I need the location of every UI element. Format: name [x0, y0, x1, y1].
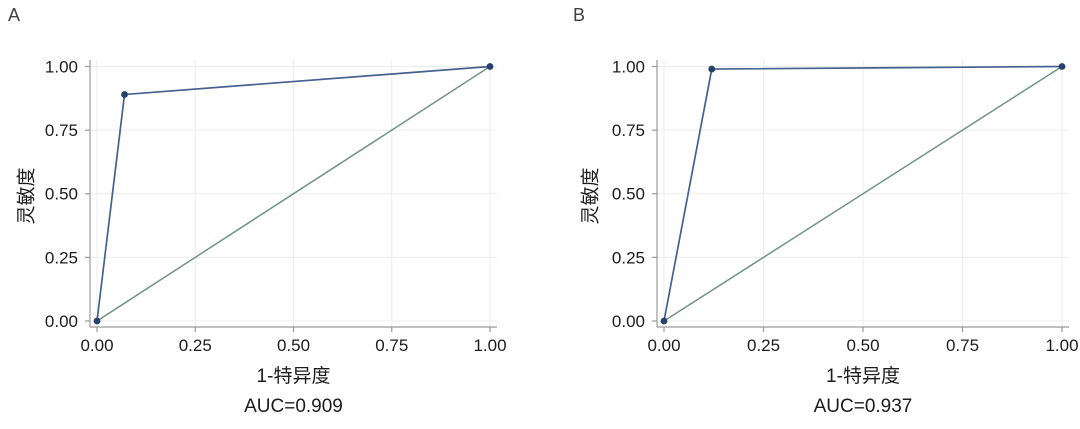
- roc-data-point: [1058, 63, 1066, 70]
- y-tick-label: 0.75: [45, 121, 78, 140]
- x-tick-label: 0.00: [80, 336, 113, 355]
- x-tick-label: 0.00: [647, 336, 680, 355]
- y-tick-label: 1.00: [45, 57, 78, 76]
- auc-annotation-b: AUC=0.937: [813, 396, 913, 417]
- reference-diagonal-line: [663, 65, 1063, 322]
- roc-panel-a: A 灵敏度 0.00 0.25 0.50 0.75 1.00 0.00 0.25 0.50 0.…: [8, 5, 507, 417]
- x-tick-label: 0.50: [846, 336, 879, 355]
- x-tick-label: 0.75: [946, 336, 979, 355]
- y-tick-label: 0.50: [612, 185, 645, 204]
- roc-panel-b: B 灵敏度 0.00 0.25 0.50 0.75 1.00 0.00 0.25 0.50 0.…: [540, 0, 1080, 429]
- roc-data-point: [708, 65, 716, 73]
- reference-diagonal-line: [96, 65, 491, 322]
- roc-data-point: [660, 317, 668, 325]
- roc-chart-a: 0.00 0.25 0.50 0.75 1.00 0.00 0.25 0.50 0.75 1.00: [45, 57, 507, 355]
- roc-data-point: [93, 317, 101, 325]
- y-tick-label: 0.00: [45, 312, 78, 331]
- x-tick-label: 0.25: [179, 336, 212, 355]
- x-tick-label: 0.50: [277, 336, 310, 355]
- panel-b-label: B: [573, 5, 586, 25]
- x-axis-label-b: 1-特异度: [826, 366, 900, 387]
- y-tick-label: 0.75: [612, 121, 645, 140]
- y-tick-label: 0.00: [612, 312, 645, 331]
- roc-chart-b: 0.00 0.25 0.50 0.75 1.00 0.00 0.25 0.50 0.75 1.00: [612, 57, 1079, 355]
- y-tick-label: 1.00: [612, 57, 645, 76]
- y-tick-label: 0.25: [45, 248, 78, 267]
- x-axis-label-a: 1-特异度: [256, 366, 331, 387]
- auc-annotation-a: AUC=0.909: [244, 396, 343, 417]
- x-tick-label: 0.75: [375, 336, 408, 355]
- y-tick-label: 0.25: [612, 248, 645, 267]
- x-tick-label: 1.00: [1045, 336, 1078, 355]
- x-tick-label: 1.00: [473, 336, 506, 355]
- x-tick-label: 0.25: [747, 336, 780, 355]
- roc-data-point: [486, 63, 494, 70]
- roc-data-point: [121, 91, 128, 98]
- y-tick-label: 0.50: [45, 185, 78, 204]
- panel-a-label: A: [8, 5, 21, 25]
